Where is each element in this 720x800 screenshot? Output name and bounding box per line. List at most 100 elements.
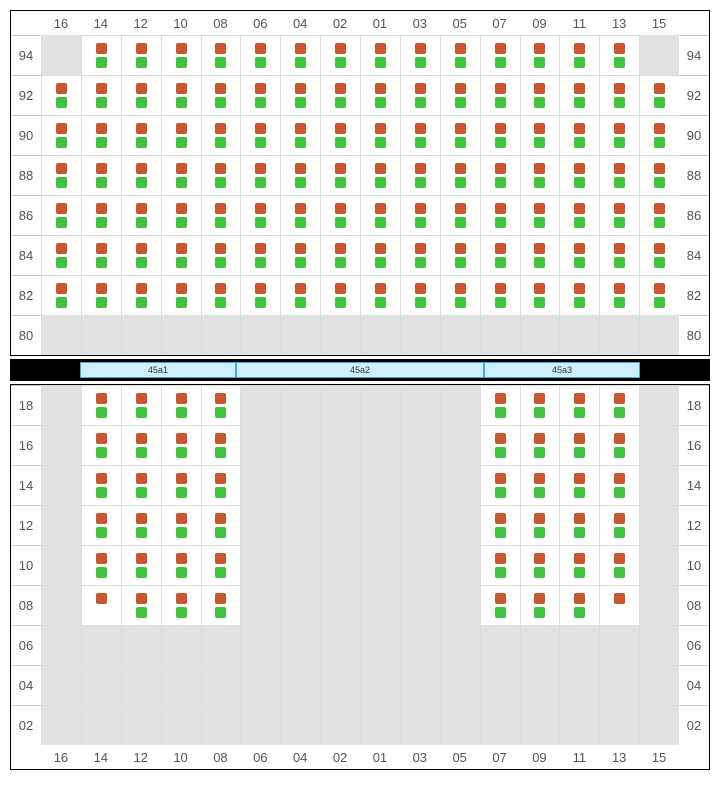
rack-cell[interactable] xyxy=(520,385,560,425)
rack-cell[interactable] xyxy=(360,235,400,275)
rack-cell[interactable] xyxy=(480,425,520,465)
rack-cell[interactable] xyxy=(639,275,679,315)
rack-cell[interactable] xyxy=(81,235,121,275)
rack-cell[interactable] xyxy=(520,235,560,275)
rack-cell[interactable] xyxy=(480,275,520,315)
rack-cell[interactable] xyxy=(41,275,81,315)
rack-cell[interactable] xyxy=(520,195,560,235)
rack-cell[interactable] xyxy=(81,35,121,75)
rack-cell[interactable] xyxy=(520,75,560,115)
rack-cell[interactable] xyxy=(240,195,280,235)
rack-cell[interactable] xyxy=(41,155,81,195)
rack-cell[interactable] xyxy=(121,545,161,585)
rack-cell[interactable] xyxy=(559,545,599,585)
rack-cell[interactable] xyxy=(41,195,81,235)
rack-cell[interactable] xyxy=(320,75,360,115)
rack-cell[interactable] xyxy=(201,155,241,195)
rack-cell[interactable] xyxy=(360,275,400,315)
rack-cell[interactable] xyxy=(599,115,639,155)
rack-cell[interactable] xyxy=(480,115,520,155)
rack-cell[interactable] xyxy=(559,115,599,155)
rack-cell[interactable] xyxy=(559,505,599,545)
rack-cell[interactable] xyxy=(520,425,560,465)
rack-cell[interactable] xyxy=(161,425,201,465)
rack-cell[interactable] xyxy=(201,35,241,75)
rack-cell[interactable] xyxy=(121,75,161,115)
rack-cell[interactable] xyxy=(121,465,161,505)
rack-cell[interactable] xyxy=(201,505,241,545)
rack-cell[interactable] xyxy=(599,235,639,275)
rack-cell[interactable] xyxy=(440,75,480,115)
rack-cell[interactable] xyxy=(559,235,599,275)
rack-cell[interactable] xyxy=(161,235,201,275)
rack-cell[interactable] xyxy=(121,275,161,315)
rack-cell[interactable] xyxy=(161,545,201,585)
rack-cell[interactable] xyxy=(41,115,81,155)
rack-cell[interactable] xyxy=(559,425,599,465)
rack-cell[interactable] xyxy=(599,35,639,75)
rack-cell[interactable] xyxy=(280,35,320,75)
rack-cell[interactable] xyxy=(121,195,161,235)
rack-cell[interactable] xyxy=(400,235,440,275)
rack-cell[interactable] xyxy=(520,155,560,195)
rack-cell[interactable] xyxy=(360,35,400,75)
rack-cell[interactable] xyxy=(201,115,241,155)
rack-cell[interactable] xyxy=(480,75,520,115)
divider-segment[interactable]: 45a1 xyxy=(80,362,236,378)
rack-cell[interactable] xyxy=(81,465,121,505)
rack-cell[interactable] xyxy=(639,195,679,235)
rack-cell[interactable] xyxy=(480,235,520,275)
rack-cell[interactable] xyxy=(201,195,241,235)
rack-cell[interactable] xyxy=(599,585,639,625)
rack-cell[interactable] xyxy=(280,195,320,235)
rack-cell[interactable] xyxy=(440,115,480,155)
rack-cell[interactable] xyxy=(599,385,639,425)
rack-cell[interactable] xyxy=(201,385,241,425)
divider-segment[interactable]: 45a3 xyxy=(484,362,640,378)
rack-cell[interactable] xyxy=(440,235,480,275)
rack-cell[interactable] xyxy=(121,235,161,275)
rack-cell[interactable] xyxy=(81,275,121,315)
rack-cell[interactable] xyxy=(520,465,560,505)
rack-cell[interactable] xyxy=(81,585,121,625)
rack-cell[interactable] xyxy=(240,275,280,315)
rack-cell[interactable] xyxy=(400,155,440,195)
rack-cell[interactable] xyxy=(599,545,639,585)
rack-cell[interactable] xyxy=(201,545,241,585)
rack-cell[interactable] xyxy=(320,275,360,315)
rack-cell[interactable] xyxy=(520,545,560,585)
rack-cell[interactable] xyxy=(360,115,400,155)
rack-cell[interactable] xyxy=(559,585,599,625)
rack-cell[interactable] xyxy=(599,425,639,465)
rack-cell[interactable] xyxy=(480,385,520,425)
rack-cell[interactable] xyxy=(480,545,520,585)
rack-cell[interactable] xyxy=(559,195,599,235)
rack-cell[interactable] xyxy=(400,195,440,235)
rack-cell[interactable] xyxy=(559,275,599,315)
rack-cell[interactable] xyxy=(440,275,480,315)
rack-cell[interactable] xyxy=(201,275,241,315)
rack-cell[interactable] xyxy=(201,235,241,275)
rack-cell[interactable] xyxy=(121,425,161,465)
rack-cell[interactable] xyxy=(559,35,599,75)
rack-cell[interactable] xyxy=(480,505,520,545)
rack-cell[interactable] xyxy=(599,195,639,235)
rack-cell[interactable] xyxy=(400,115,440,155)
rack-cell[interactable] xyxy=(400,75,440,115)
rack-cell[interactable] xyxy=(599,505,639,545)
rack-cell[interactable] xyxy=(240,235,280,275)
rack-cell[interactable] xyxy=(280,235,320,275)
rack-cell[interactable] xyxy=(161,195,201,235)
rack-cell[interactable] xyxy=(400,275,440,315)
rack-cell[interactable] xyxy=(121,585,161,625)
rack-cell[interactable] xyxy=(559,465,599,505)
rack-cell[interactable] xyxy=(81,385,121,425)
rack-cell[interactable] xyxy=(280,115,320,155)
rack-cell[interactable] xyxy=(480,585,520,625)
rack-cell[interactable] xyxy=(201,465,241,505)
rack-cell[interactable] xyxy=(639,75,679,115)
rack-cell[interactable] xyxy=(201,75,241,115)
rack-cell[interactable] xyxy=(520,275,560,315)
rack-cell[interactable] xyxy=(599,465,639,505)
rack-cell[interactable] xyxy=(121,155,161,195)
